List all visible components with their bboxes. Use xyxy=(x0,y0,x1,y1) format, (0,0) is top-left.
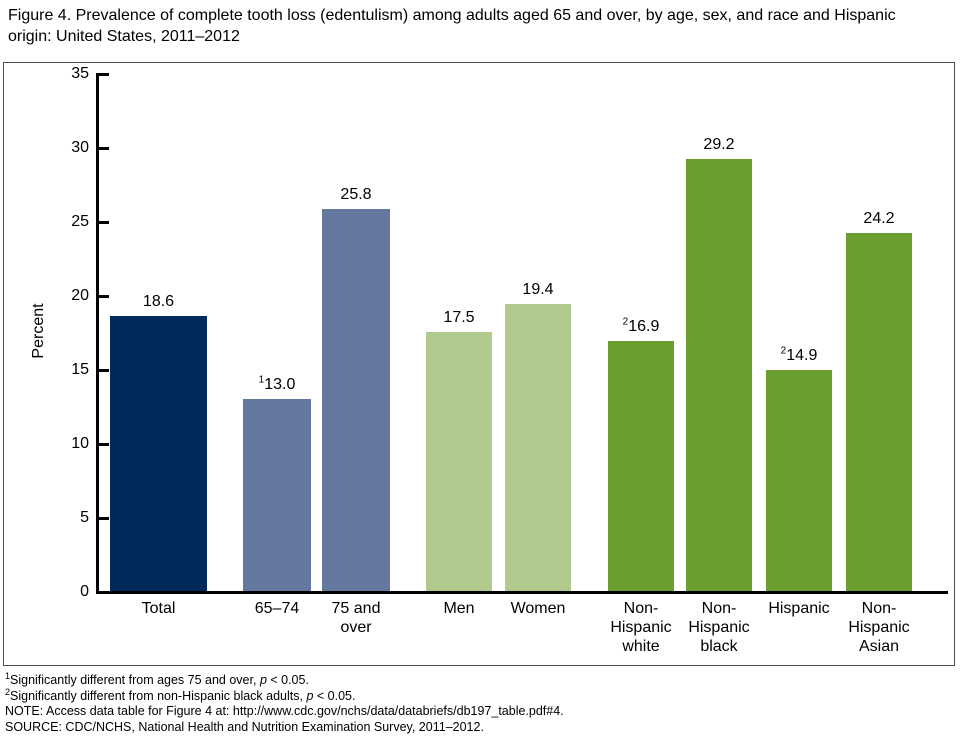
bar-category-label: Non- Hispanic Asian xyxy=(848,600,910,655)
bar-category-label: Men xyxy=(443,600,475,617)
bar-category-label: Non- Hispanic white xyxy=(610,600,672,655)
bar-category-label: 65–74 xyxy=(254,600,300,617)
bar-value-label: 17.5 xyxy=(443,309,475,326)
figure-title: Figure 4. Prevalence of complete tooth l… xyxy=(8,7,896,45)
tick-label: 25 xyxy=(71,213,89,230)
tick-label: 5 xyxy=(80,509,89,526)
bar-value-label: 24.2 xyxy=(863,210,895,227)
bar-value-label: 19.4 xyxy=(522,281,554,298)
bar xyxy=(846,233,912,591)
x-axis-line xyxy=(96,591,948,594)
tick-mark xyxy=(99,517,109,520)
bar-category-label: Total xyxy=(141,600,176,617)
footnote-marker: 2 xyxy=(622,316,629,328)
bar xyxy=(686,159,752,591)
bar-category-label: Non- Hispanic black xyxy=(688,600,750,655)
tick-label: 20 xyxy=(71,287,89,304)
tick-label: 15 xyxy=(71,361,89,378)
tick-label: 0 xyxy=(80,583,89,600)
bar-value-label: 25.8 xyxy=(340,186,372,203)
tick-mark xyxy=(99,369,109,372)
footnotes: 1Significantly different from ages 75 an… xyxy=(5,670,955,735)
footnote-line: 2Significantly different from non-Hispan… xyxy=(5,686,356,703)
tick-mark xyxy=(99,147,109,150)
bar xyxy=(505,304,571,591)
footnote-line: SOURCE: CDC/NCHS, National Health and Nu… xyxy=(5,719,484,734)
tick-mark xyxy=(99,73,109,76)
tick-label: 30 xyxy=(71,139,89,156)
tick-mark xyxy=(99,221,109,224)
bar-value-label: 216.9 xyxy=(622,316,660,335)
tick-label: 10 xyxy=(71,435,89,452)
bar xyxy=(608,341,674,591)
chart-frame: Percent 0 5 10 15 20 25 30 35 18.6 Total 113.0 65–7… xyxy=(3,62,955,666)
bar-category-label: Women xyxy=(510,600,566,617)
footnote-marker: 2 xyxy=(780,345,787,357)
bar-value-label: 113.0 xyxy=(258,374,296,393)
tick-mark xyxy=(99,295,109,298)
footnote-marker: 1 xyxy=(258,374,265,386)
bar xyxy=(766,370,832,591)
bar-value-label: 18.6 xyxy=(142,293,175,310)
bar-category-label: Hispanic xyxy=(768,600,830,617)
bar xyxy=(110,316,207,591)
footnote-line: NOTE: Access data table for Figure 4 at:… xyxy=(5,704,564,718)
bar xyxy=(426,332,492,591)
tick-label: 35 xyxy=(71,65,89,82)
tick-mark xyxy=(99,443,109,446)
bar xyxy=(322,209,390,591)
footnote-line: 1Significantly different from ages 75 an… xyxy=(5,670,309,687)
bar-value-label: 214.9 xyxy=(780,345,818,364)
bar-value-label: 29.2 xyxy=(703,136,735,153)
y-axis-line xyxy=(96,73,99,594)
bar xyxy=(243,399,311,591)
bar-category-label: 75 and over xyxy=(331,600,381,636)
